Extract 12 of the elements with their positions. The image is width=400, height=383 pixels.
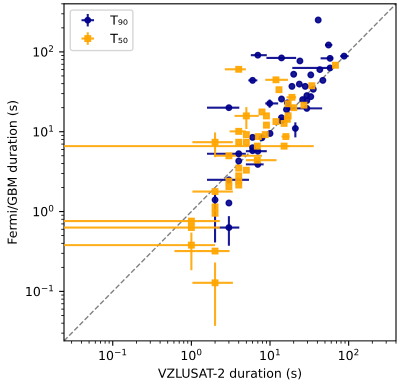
x-tick-label: 10$^{2}$ — [339, 348, 358, 360]
x-axis-title: VZLUSAT-2 duration (s) — [158, 368, 301, 380]
y-tick-label: 10$^{0}$ — [34, 204, 54, 216]
legend-label: T₉₀ — [110, 15, 128, 25]
y-tick-label: 10$^{−1}$ — [26, 284, 54, 296]
legend-label: T₅₀ — [110, 34, 128, 44]
y-tick-label: 10$^{2}$ — [34, 45, 53, 57]
x-tick-label: 10$^{−1}$ — [99, 348, 126, 360]
x-tick-label: 10$^{1}$ — [260, 348, 280, 360]
y-tick-label: 10$^{1}$ — [34, 125, 54, 137]
y-axis-title: Fermi/GBM duration (s) — [7, 101, 18, 244]
x-tick-label: 10$^{0}$ — [182, 348, 202, 360]
